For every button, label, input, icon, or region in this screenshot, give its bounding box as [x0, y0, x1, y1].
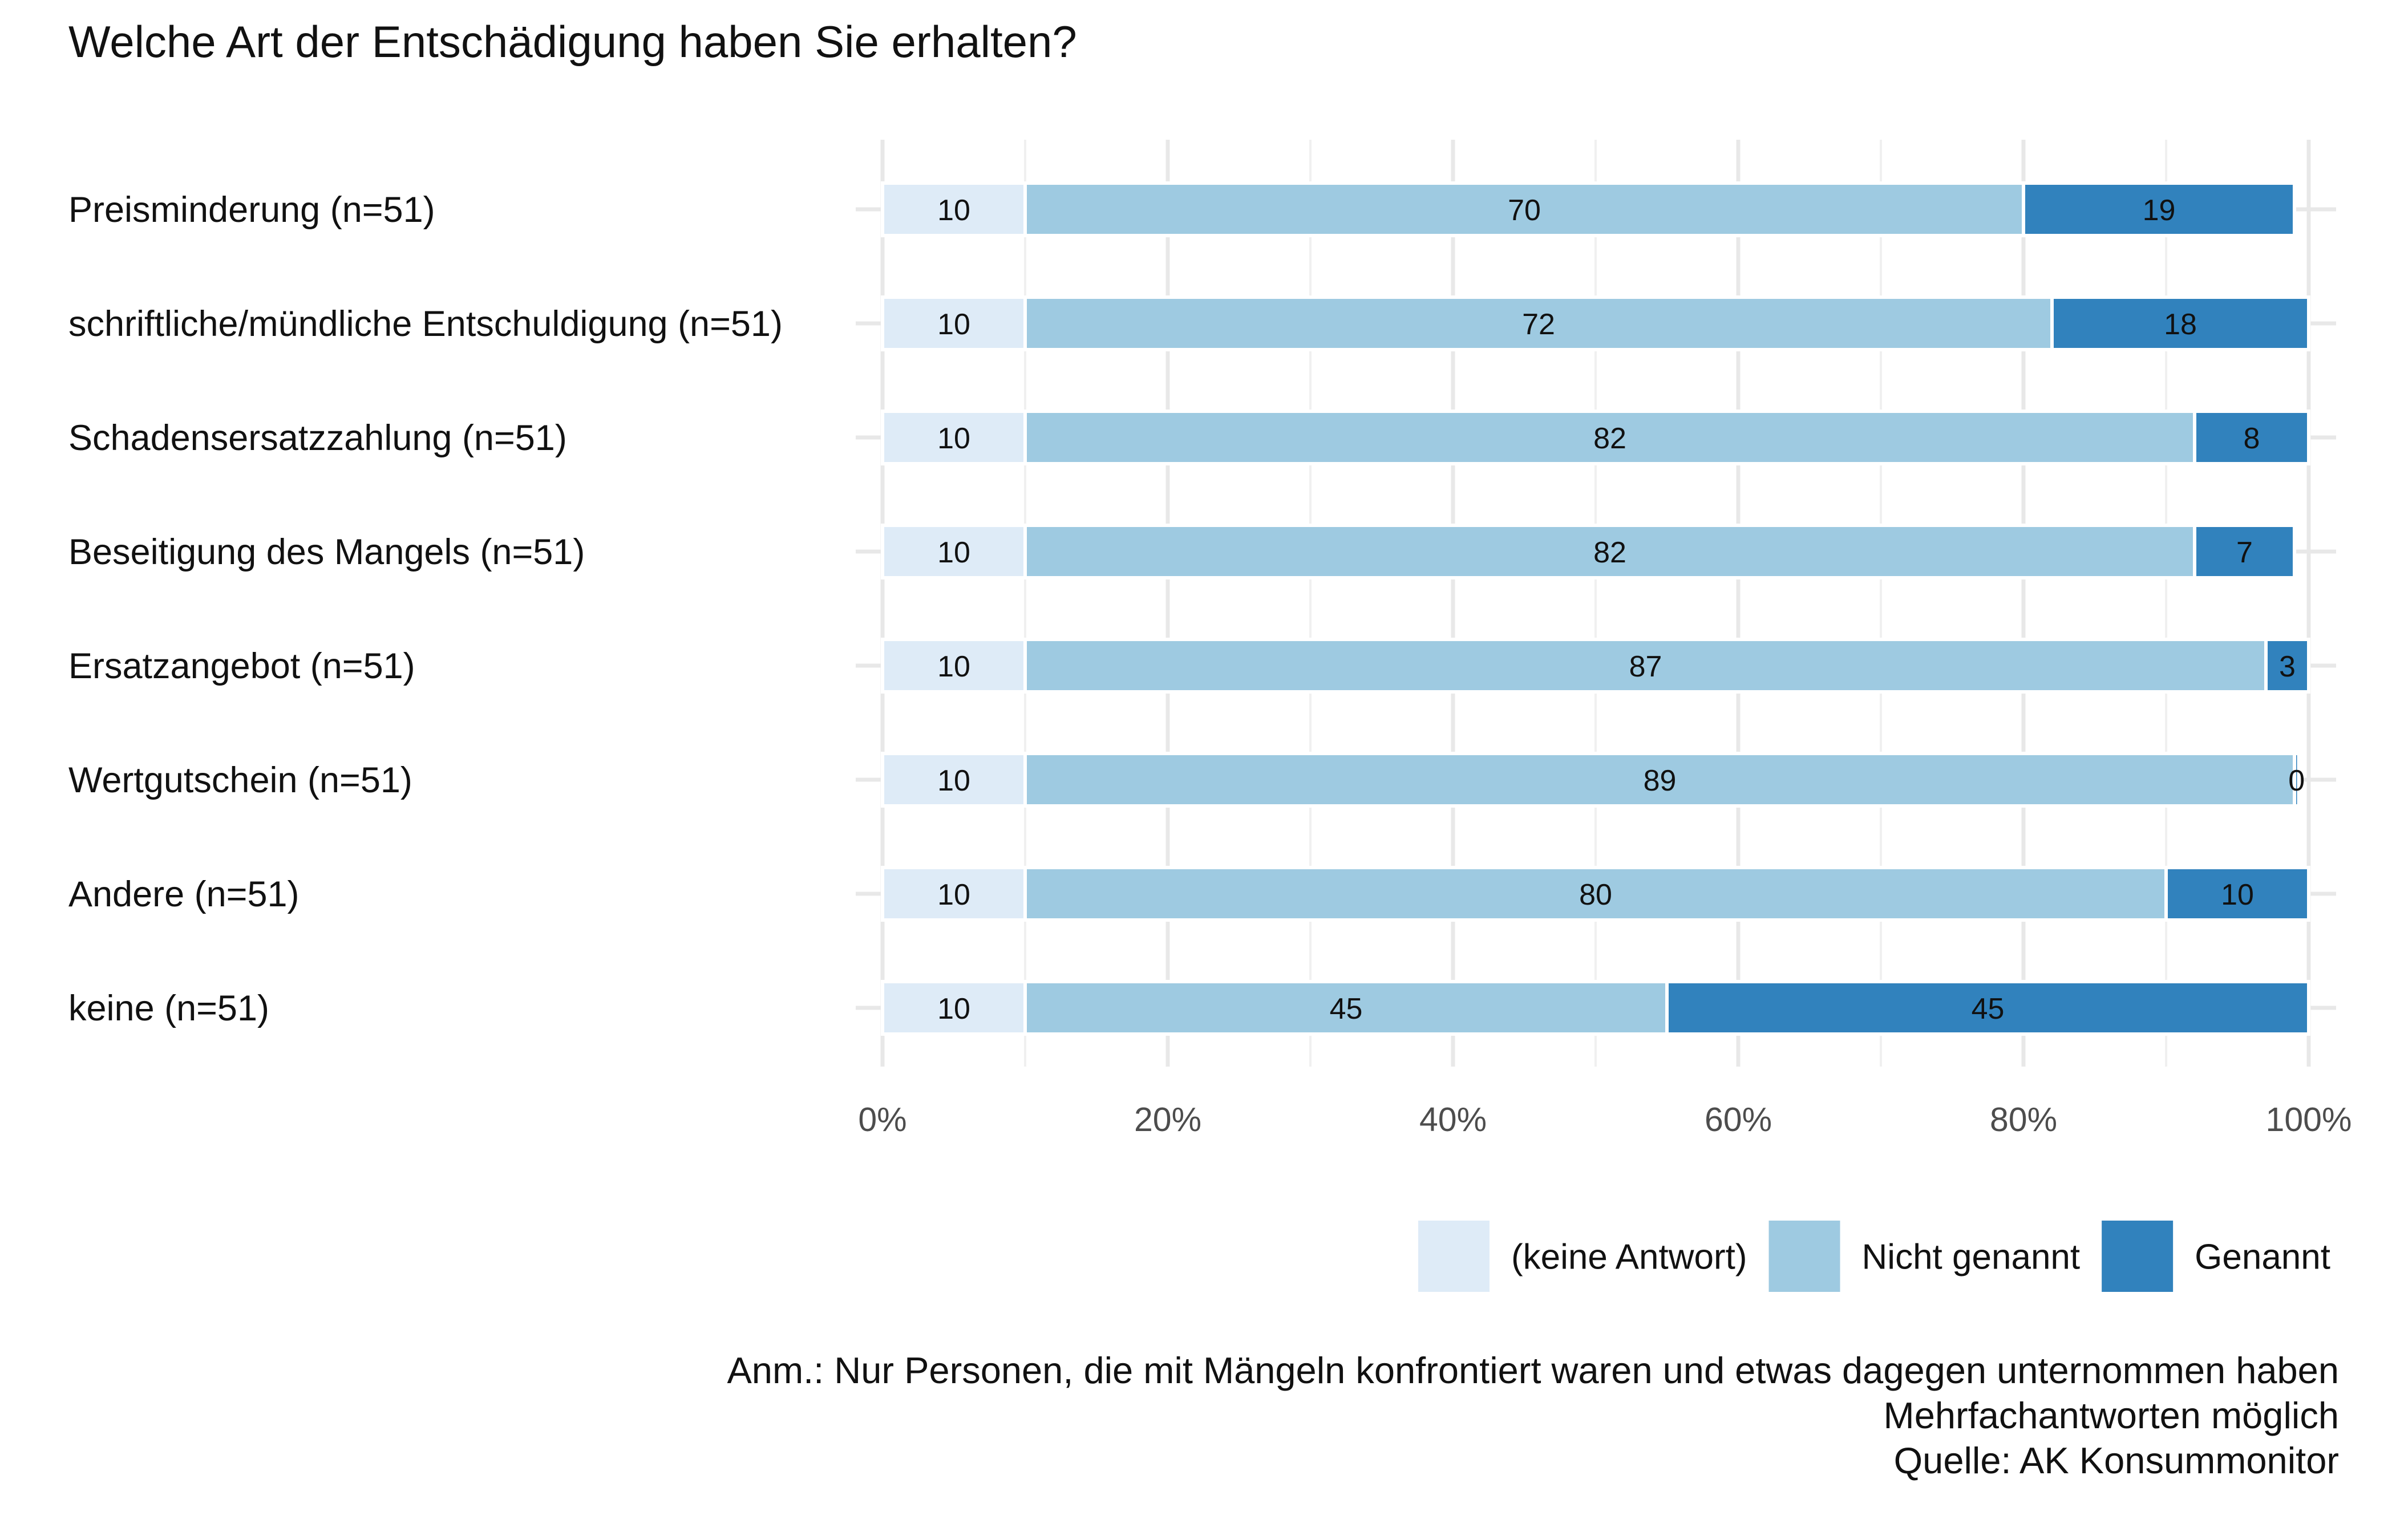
legend-swatch — [1768, 1221, 1840, 1292]
category-label: schriftliche/mündliche Entschuldigung (n… — [68, 304, 783, 344]
x-tick-label: 0% — [858, 1101, 906, 1138]
legend-label: (keine Antwort) — [1511, 1238, 1747, 1277]
bar-value-label: 10 — [2221, 878, 2254, 911]
bar-value-label: 80 — [1579, 878, 1612, 911]
legend-label: Genannt — [2195, 1238, 2330, 1277]
bar-value-label: 18 — [2164, 308, 2197, 341]
bar-value-label: 8 — [2244, 422, 2260, 455]
bar-value-label: 7 — [2236, 536, 2253, 569]
bar-value-label: 89 — [1644, 764, 1677, 797]
bar-value-label: 82 — [1593, 536, 1626, 569]
category-label: Andere (n=51) — [68, 874, 300, 914]
bar-segment — [1023, 410, 2196, 465]
category-labels: Preisminderung (n=51) schriftliche/mündli… — [68, 190, 783, 1028]
bar-segment — [1023, 866, 2168, 922]
category-label: Beseitigung des Mangels (n=51) — [68, 532, 585, 572]
category-label: Wertgutschein (n=51) — [68, 760, 412, 800]
bar-value-label: 10 — [937, 878, 970, 911]
bar-value-label: 45 — [1972, 992, 2005, 1026]
legend-label: Nicht genannt — [1862, 1238, 2081, 1277]
bar-segment — [2022, 181, 2296, 237]
bar-segment — [2164, 866, 2310, 922]
bar-segment — [1023, 980, 1669, 1036]
category-label: Preisminderung (n=51) — [68, 190, 435, 230]
bar-segment — [2293, 752, 2301, 808]
bars: 10 70 19 10 72 18 10 82 8 10 82 7 10 87 3 10 89 0 10 80 10 10… — [881, 181, 2310, 1036]
bar-value-label: 10 — [937, 650, 970, 683]
bar-segment — [1023, 524, 2196, 579]
x-tick-label: 60% — [1705, 1101, 1772, 1138]
bar-value-label: 82 — [1593, 422, 1626, 455]
bar-value-label: 70 — [1508, 194, 1541, 227]
bar-segment — [1023, 181, 2025, 237]
bar-segment — [881, 866, 1027, 922]
note-multiple-answers: Mehrfachantworten möglich — [1884, 1395, 2339, 1436]
bar-value-label: 10 — [937, 422, 970, 455]
legend: (keine Antwort) Nicht genannt Genannt — [1418, 1221, 2330, 1292]
bar-segment — [2264, 638, 2310, 694]
bar-segment — [1665, 980, 2310, 1036]
category-label: Schadensersatzzahlung (n=51) — [68, 418, 567, 458]
bar-segment — [2050, 295, 2310, 351]
legend-swatch — [2102, 1221, 2174, 1292]
bar-value-label: 10 — [937, 992, 970, 1026]
x-tick-label: 40% — [1419, 1101, 1487, 1138]
bar-segment — [1023, 638, 2268, 694]
bar-value-label: 72 — [1522, 308, 1555, 341]
bar-segment — [881, 181, 1027, 237]
bar-value-label: 10 — [937, 764, 970, 797]
bar-value-label: 3 — [2279, 650, 2296, 683]
x-tick-label: 20% — [1134, 1101, 1201, 1138]
bar-segment — [2193, 524, 2296, 579]
bar-segment — [881, 410, 1027, 465]
category-label: keine (n=51) — [68, 988, 269, 1028]
bar-value-label: 10 — [937, 308, 970, 341]
grid-lines — [856, 140, 2336, 1067]
bar-value-label: 0 — [2288, 764, 2305, 797]
category-label: Ersatzangebot (n=51) — [68, 646, 415, 686]
bar-segment — [1023, 295, 2054, 351]
bar-segment — [2193, 410, 2310, 465]
bar-value-label: 19 — [2143, 194, 2176, 227]
x-tick-label: 100% — [2266, 1101, 2352, 1138]
bar-value-label: 10 — [937, 194, 970, 227]
legend-swatch — [1418, 1221, 1490, 1292]
note-source: Quelle: AK Konsummonitor — [1894, 1440, 2339, 1481]
bar-value-label: 45 — [1330, 992, 1363, 1026]
bar-value-label: 87 — [1629, 650, 1662, 683]
notes: Anm.: Nur Personen, die mit Mängeln konf… — [727, 1349, 2339, 1481]
x-tick-label: 80% — [1990, 1101, 2057, 1138]
bar-value-label: 10 — [937, 536, 970, 569]
x-axis-tick-labels: 0% 20% 40% 60% 80% 100% — [858, 1101, 2352, 1138]
chart-title: Welche Art der Entschädigung haben Sie e… — [68, 17, 1077, 67]
bar-segment — [881, 524, 1027, 579]
note-text: Anm.: Nur Personen, die mit Mängeln konf… — [727, 1349, 2339, 1391]
